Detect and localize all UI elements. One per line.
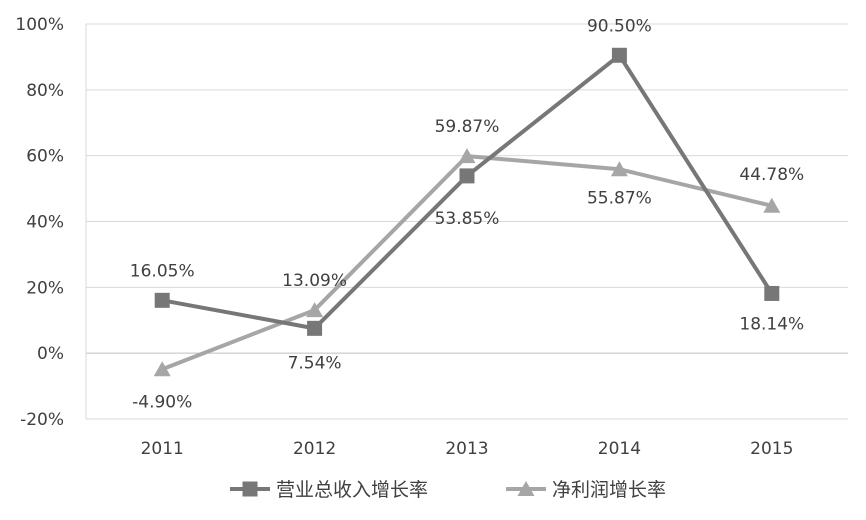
y-tick-label: 0% (37, 344, 64, 364)
data-label: 90.50% (587, 16, 652, 36)
legend-label: 净利润增长率 (552, 479, 666, 501)
legend-label: 营业总收入增长率 (276, 479, 428, 501)
series-layer (153, 47, 781, 377)
data-label: 16.05% (130, 261, 195, 281)
square-marker (459, 168, 475, 184)
data-labels: 16.05% 7.54% 53.85% 90.50% 18.14% -4.90% 13.09… (130, 16, 804, 412)
square-marker (154, 292, 170, 308)
data-label: -4.90% (132, 392, 192, 412)
square-marker (611, 47, 627, 63)
data-label: 59.87% (435, 117, 500, 137)
triangle-marker (763, 197, 781, 213)
legend-square-marker (242, 481, 258, 497)
y-tick-label: 20% (26, 278, 64, 298)
y-tick-label: 100% (15, 15, 64, 35)
y-axis: -20% 0% 20% 40% 60% 80% 100% (15, 15, 87, 430)
data-label: 44.78% (739, 165, 804, 185)
y-tick-label: -20% (20, 410, 64, 430)
data-label: 53.85% (435, 209, 500, 229)
data-label: 18.14% (739, 314, 804, 334)
x-tick-label: 2011 (141, 439, 184, 459)
y-tick-label: 80% (26, 81, 64, 101)
data-label: 7.54% (288, 353, 342, 373)
data-label: 13.09% (282, 271, 347, 291)
x-tick-label: 2014 (598, 439, 641, 459)
series-line-net-profit-growth (160, 154, 774, 372)
data-label: 55.87% (587, 188, 652, 208)
triangle-marker (610, 161, 628, 177)
triangle-marker (153, 361, 171, 377)
triangle-marker (306, 302, 324, 318)
legend-triangle-marker (517, 481, 535, 496)
square-marker (307, 320, 323, 336)
square-marker (764, 285, 780, 301)
y-tick-label: 60% (26, 147, 64, 167)
legend: 营业总收入增长率 净利润增长率 (230, 479, 666, 501)
y-tick-label: 40% (26, 213, 64, 233)
x-tick-label: 2015 (750, 439, 793, 459)
triangle-marker (458, 148, 476, 164)
x-axis: 2011 2012 2013 2014 2015 (141, 439, 794, 459)
x-tick-label: 2013 (445, 439, 488, 459)
x-tick-label: 2012 (293, 439, 336, 459)
